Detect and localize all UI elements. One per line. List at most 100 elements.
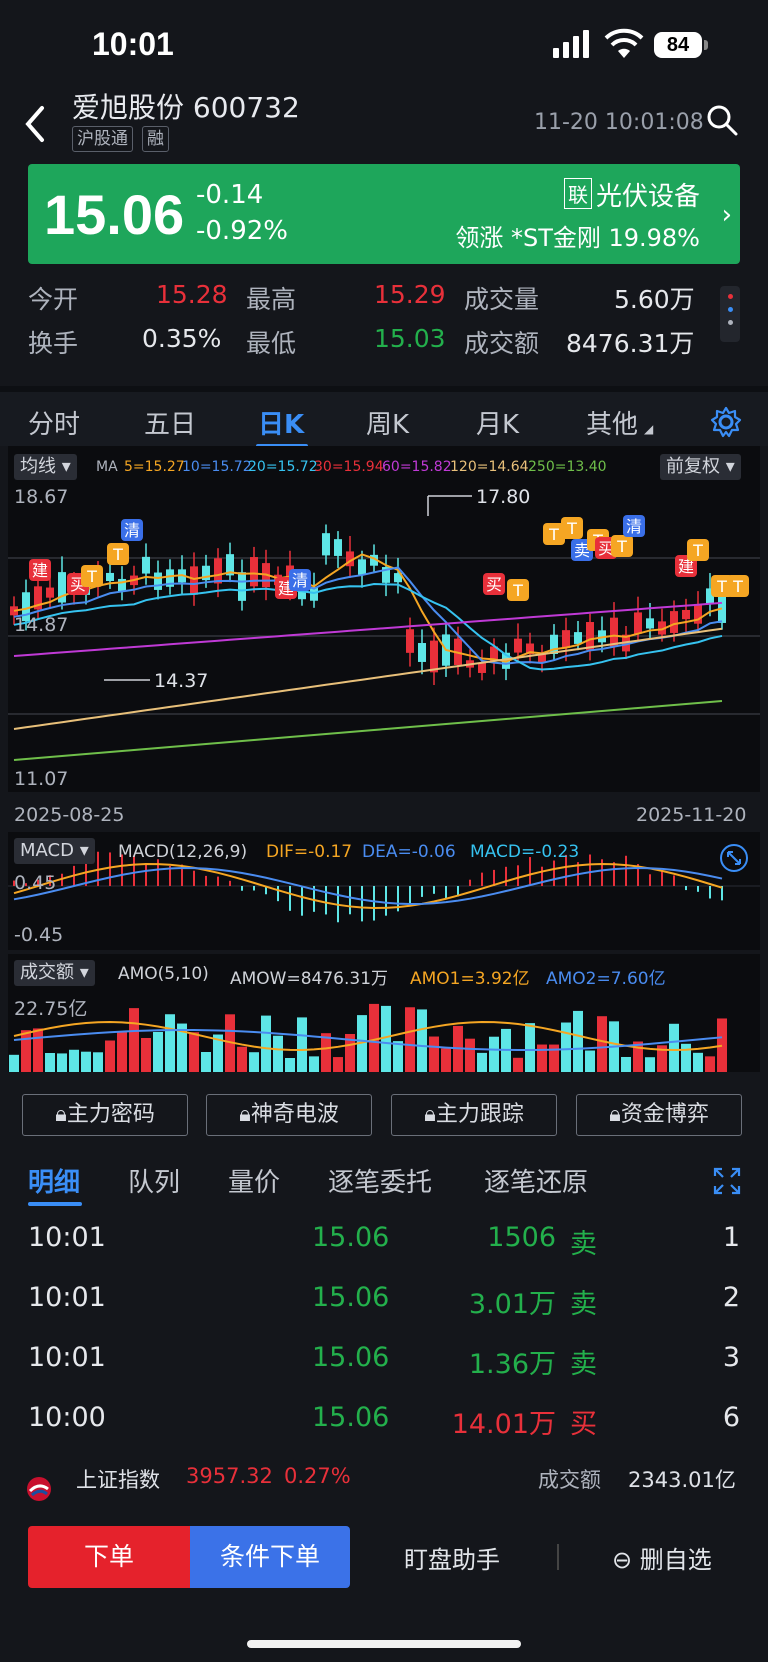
tab-five-day[interactable]: 五日 bbox=[144, 410, 197, 440]
signal-badge bbox=[121, 519, 143, 541]
candle-body bbox=[706, 588, 714, 605]
signal-text: T bbox=[692, 541, 703, 560]
tick-price: 15.06 bbox=[312, 1222, 390, 1253]
tab-monthly-k[interactable]: 月K bbox=[476, 410, 520, 440]
amow-value: AMOW=8476.31万 bbox=[230, 969, 389, 989]
amount-bar bbox=[57, 1053, 67, 1072]
tool-fund-game[interactable]: 🔒︎资金博弈 bbox=[576, 1094, 742, 1136]
candle-body bbox=[610, 617, 618, 647]
signal-text: 买 bbox=[598, 539, 614, 558]
amount-bar bbox=[213, 1034, 223, 1072]
tick-price: 15.06 bbox=[312, 1402, 390, 1433]
candle-body bbox=[478, 662, 486, 673]
tab-intraday[interactable]: 分时 bbox=[28, 410, 81, 440]
price-change: -0.14 bbox=[196, 180, 264, 210]
amount-bar bbox=[693, 1052, 703, 1072]
macd-dea: DEA=-0.06 bbox=[362, 842, 456, 862]
tab-weekly-k[interactable]: 周K bbox=[366, 410, 410, 440]
ma10-label: 10=15.72 bbox=[182, 459, 252, 475]
signal-badge bbox=[687, 539, 709, 561]
amount-bar bbox=[309, 1056, 319, 1072]
volume-label: 成交量 bbox=[464, 285, 540, 314]
signal-text: 卖 bbox=[574, 541, 590, 560]
candle-body bbox=[406, 629, 414, 653]
ma-button-label: 均线 bbox=[20, 456, 56, 477]
turnover-label: 换手 bbox=[28, 329, 79, 358]
tick-side: 卖 bbox=[570, 1349, 597, 1380]
tick-count: 1 bbox=[722, 1222, 740, 1253]
tick-price: 15.06 bbox=[312, 1282, 390, 1313]
tab-trade-restore[interactable]: 逐笔还原 bbox=[484, 1168, 589, 1198]
order-button[interactable]: 下单 bbox=[28, 1526, 190, 1588]
kline-svg[interactable]: 建买TT清建清买TTT卖T买T清建TTT bbox=[0, 446, 768, 1076]
tool-main-code[interactable]: 🔒︎主力密码 bbox=[22, 1094, 188, 1136]
candle-body bbox=[394, 573, 402, 583]
dea-line bbox=[13, 867, 723, 905]
candle-body bbox=[694, 604, 702, 624]
search-icon[interactable] bbox=[706, 104, 738, 136]
amount-bar bbox=[273, 1035, 283, 1072]
tool-main-track[interactable]: 🔒︎主力跟踪 bbox=[391, 1094, 557, 1136]
tick-list: 10:01 15.06 1506 卖 1 10:01 15.06 3.01万 卖… bbox=[0, 1210, 768, 1460]
candle-body bbox=[550, 634, 558, 654]
margin-tag: 融 bbox=[142, 126, 169, 152]
candle-body bbox=[34, 586, 42, 610]
tab-order-by-order[interactable]: 逐笔委托 bbox=[328, 1168, 433, 1198]
sector-link[interactable]: 联光伏设备 bbox=[563, 176, 700, 213]
tab-detail[interactable]: 明细 bbox=[28, 1168, 81, 1198]
back-icon[interactable] bbox=[20, 104, 50, 144]
kline-chart[interactable]: 建买TT清建清买TTT卖T买T清建TTT 均线 ▾ MA 5=15.27 10=… bbox=[0, 446, 768, 1076]
tool-magic-wave[interactable]: 🔒︎神奇电波 bbox=[206, 1094, 372, 1136]
ma-toggle-button[interactable]: 均线 ▾ bbox=[14, 454, 77, 480]
amount-bar bbox=[333, 1057, 343, 1072]
tab-daily-k[interactable]: 日K bbox=[258, 410, 305, 440]
amount-bar bbox=[357, 1015, 367, 1072]
more-icon[interactable] bbox=[720, 286, 740, 342]
pro-tools: 🔒︎主力密码 🔒︎神奇电波 🔒︎主力跟踪 🔒︎资金博弈 bbox=[0, 1086, 768, 1146]
sector-badge: 联 bbox=[563, 178, 592, 209]
candle-body bbox=[238, 572, 246, 601]
candle-body bbox=[670, 611, 678, 633]
candle-body bbox=[106, 572, 114, 582]
candle-body bbox=[526, 643, 534, 655]
tick-volume: 3.01万 bbox=[468, 1289, 556, 1320]
candle-body bbox=[250, 557, 258, 587]
ma20-line bbox=[13, 583, 723, 671]
caret-down-icon: ◢ bbox=[644, 422, 654, 436]
tick-volume: 1506 bbox=[487, 1222, 556, 1253]
lock-icon: 🔒︎ bbox=[424, 1102, 436, 1127]
quote-datetime: 11-20 10:01:08 bbox=[534, 110, 704, 135]
candle-body bbox=[58, 572, 66, 603]
tick-time: 10:01 bbox=[28, 1342, 106, 1373]
chevron-right-icon[interactable]: › bbox=[721, 200, 732, 230]
signal-text: T bbox=[548, 525, 559, 544]
amo1-value: AMO1=3.92亿 bbox=[410, 969, 530, 989]
amount-bar bbox=[177, 1023, 187, 1072]
watch-assistant-button[interactable]: 盯盘助手 bbox=[404, 1546, 500, 1574]
amount-indicator-button[interactable]: 成交额 ▾ bbox=[14, 960, 95, 986]
macd-indicator-button[interactable]: MACD ▾ bbox=[14, 838, 95, 864]
expand-icon[interactable] bbox=[712, 1166, 742, 1196]
tab-volume-price[interactable]: 量价 bbox=[228, 1168, 281, 1198]
index-ticker[interactable]: 上证指数 3957.32 0.27% 成交额 2343.01亿 bbox=[0, 1460, 768, 1520]
amount-bar bbox=[117, 1032, 127, 1072]
gear-icon[interactable] bbox=[710, 406, 742, 438]
amount-bar bbox=[669, 1023, 679, 1072]
signal-badge bbox=[507, 579, 529, 601]
ma250-line bbox=[13, 700, 723, 761]
tab-other[interactable]: 其他 bbox=[586, 410, 639, 440]
index-amount-label: 成交额 bbox=[538, 1468, 601, 1492]
signal-badge bbox=[107, 543, 129, 565]
price-panel[interactable]: 15.06 -0.14 -0.92% 联光伏设备 领涨 *ST金刚 19.98%… bbox=[28, 164, 740, 264]
ma-prefix: MA bbox=[96, 459, 118, 475]
tab-queue[interactable]: 队列 bbox=[128, 1168, 181, 1198]
tick-side: 卖 bbox=[570, 1229, 597, 1260]
adjust-button[interactable]: 前复权 ▾ bbox=[660, 454, 741, 480]
signal-text: 建 bbox=[678, 557, 694, 576]
conditional-order-button[interactable]: 条件下单 bbox=[190, 1526, 350, 1588]
remove-watchlist-button[interactable]: ⊖ 删自选 bbox=[612, 1540, 712, 1575]
battery-icon: 84 bbox=[654, 32, 702, 58]
zoom-icon[interactable] bbox=[718, 842, 750, 874]
signal-badge bbox=[561, 517, 583, 539]
divider bbox=[557, 1544, 559, 1570]
